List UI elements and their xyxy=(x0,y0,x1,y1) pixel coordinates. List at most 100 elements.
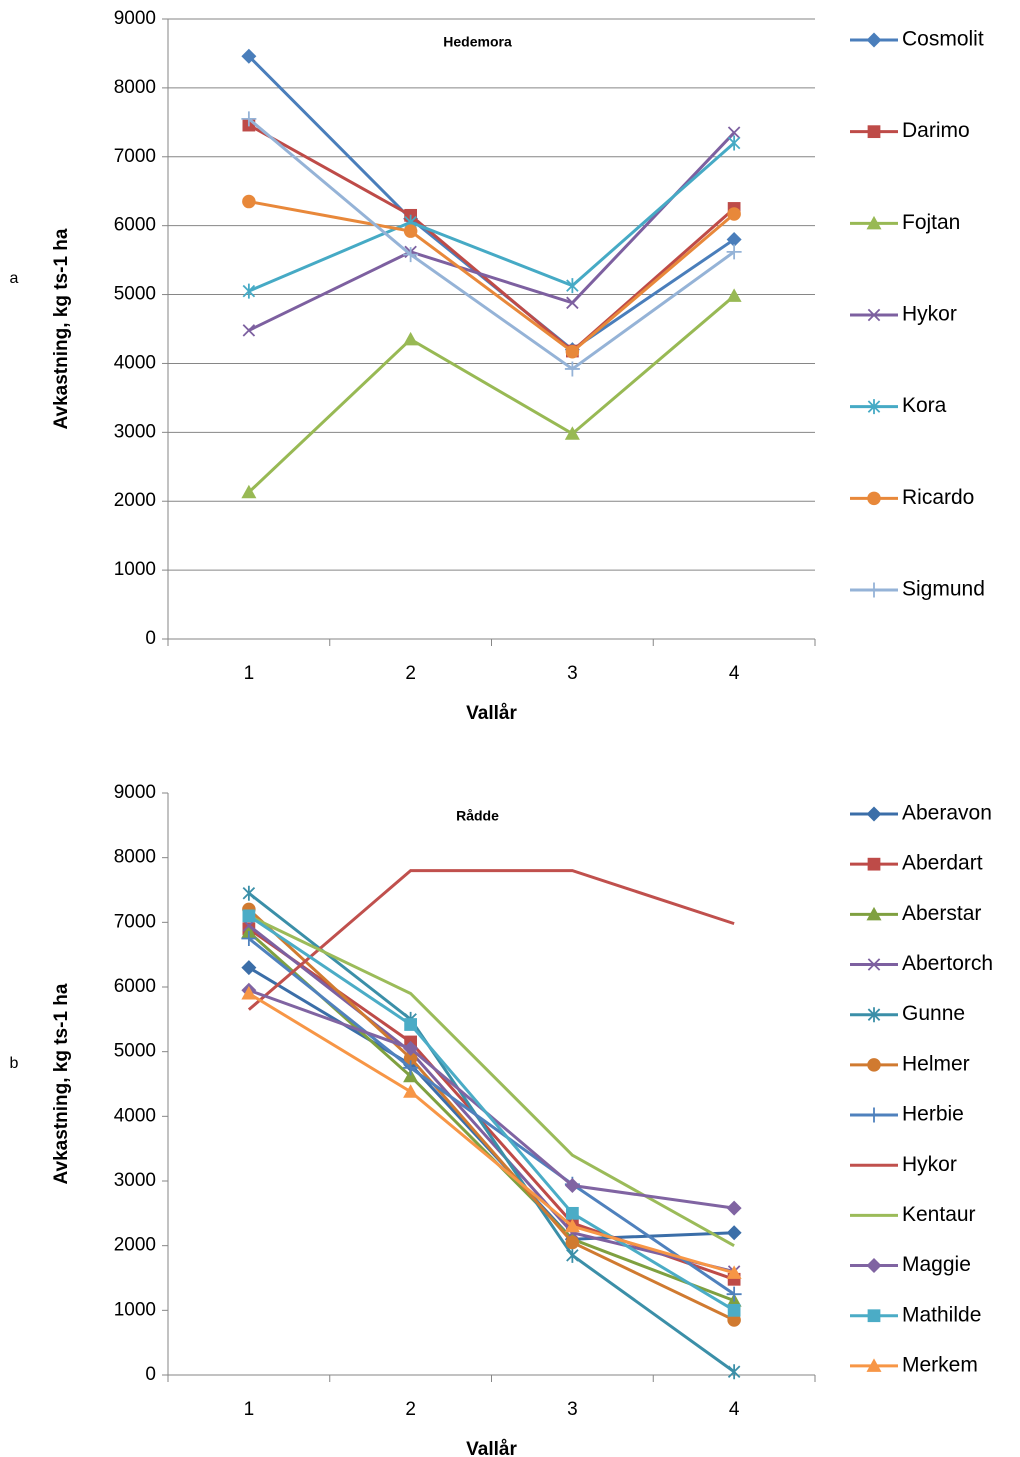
marker xyxy=(241,931,257,946)
y-tick-label: 5000 xyxy=(114,284,156,305)
y-tick-label: 3000 xyxy=(114,1170,156,1191)
series-line xyxy=(248,141,736,293)
marker xyxy=(564,1218,580,1233)
legend-label: Mathilde xyxy=(902,1303,981,1326)
marker xyxy=(866,906,882,921)
legend-label: Aberstar xyxy=(902,902,981,925)
legend-label: Darimo xyxy=(902,119,970,142)
legend-label: Cosmolit xyxy=(902,28,984,51)
marker xyxy=(866,215,882,230)
x-axis-title: Vallår xyxy=(466,703,517,724)
marker xyxy=(564,426,580,440)
marker xyxy=(726,1286,742,1302)
y-tick-label: 4000 xyxy=(114,1105,156,1126)
series-line xyxy=(247,294,736,494)
y-tick-label: 8000 xyxy=(114,847,156,868)
legend-label: Aberdart xyxy=(902,852,983,875)
series-line xyxy=(247,924,735,1273)
y-tick-label: 7000 xyxy=(114,911,156,932)
y-tick-label: 0 xyxy=(145,1364,156,1385)
marker xyxy=(866,32,882,48)
marker xyxy=(867,1007,881,1023)
marker xyxy=(867,958,881,971)
marker xyxy=(727,1303,741,1317)
x-axis-title: Vallår xyxy=(466,1439,517,1457)
marker xyxy=(866,1258,882,1274)
series-line xyxy=(247,869,735,1011)
x-tick-label: 4 xyxy=(729,663,740,684)
marker xyxy=(241,111,257,127)
marker xyxy=(867,399,881,415)
marker xyxy=(403,247,419,263)
marker xyxy=(242,194,256,209)
marker xyxy=(564,1178,580,1194)
marker xyxy=(867,857,881,871)
marker xyxy=(242,324,256,337)
x-tick-label: 2 xyxy=(405,663,416,684)
panel-label: a xyxy=(10,270,19,287)
legend-label: Maggie xyxy=(902,1253,971,1276)
marker xyxy=(242,909,256,923)
panel-label: b xyxy=(10,1055,19,1072)
plot-title: Rådde xyxy=(456,808,499,824)
marker xyxy=(726,288,742,302)
y-tick-label: 1000 xyxy=(114,1299,156,1320)
x-tick-label: 4 xyxy=(729,1399,740,1420)
marker xyxy=(241,985,257,1000)
x-tick-label: 1 xyxy=(244,663,255,684)
marker xyxy=(241,484,257,499)
marker xyxy=(241,960,257,976)
y-tick-label: 2000 xyxy=(114,490,156,511)
marker xyxy=(867,1058,881,1072)
x-tick-label: 2 xyxy=(405,1399,416,1420)
marker xyxy=(867,308,881,322)
marker xyxy=(404,1018,417,1031)
marker xyxy=(403,1068,419,1083)
series-line xyxy=(247,117,736,371)
y-tick-label: 0 xyxy=(145,628,156,649)
series-line xyxy=(247,908,735,1322)
series-line xyxy=(248,200,736,354)
marker xyxy=(867,1309,881,1323)
marker xyxy=(726,244,742,260)
y-tick-label: 8000 xyxy=(114,77,156,98)
legend-label: Helmer xyxy=(902,1052,970,1075)
y-tick-label: 4000 xyxy=(114,352,156,373)
marker xyxy=(727,135,741,151)
legend-label: Ricardo xyxy=(902,486,974,509)
series-line xyxy=(248,914,735,1247)
x-tick-label: 1 xyxy=(244,1399,255,1420)
y-tick-label: 6000 xyxy=(114,976,156,997)
series-line xyxy=(248,914,735,1312)
marker xyxy=(566,1206,579,1220)
legend-label: Sigmund xyxy=(902,578,985,601)
y-tick-label: 1000 xyxy=(114,559,156,580)
marker xyxy=(726,1200,742,1216)
marker xyxy=(242,283,256,299)
y-tick-label: 2000 xyxy=(114,1235,156,1256)
marker xyxy=(403,224,418,238)
y-tick-label: 6000 xyxy=(114,215,156,236)
marker xyxy=(566,296,579,310)
marker xyxy=(565,344,580,359)
series-line xyxy=(248,123,736,354)
marker xyxy=(727,207,741,221)
marker xyxy=(727,1364,741,1380)
y-tick-label: 3000 xyxy=(114,421,156,442)
marker xyxy=(403,1040,419,1056)
marker xyxy=(566,1247,579,1263)
marker xyxy=(866,582,882,598)
marker xyxy=(403,331,419,346)
legend-label: Kentaur xyxy=(902,1203,976,1226)
legend-label: Hykor xyxy=(902,303,957,326)
x-tick-label: 3 xyxy=(567,1399,578,1420)
legend-label: Kora xyxy=(902,394,947,417)
legend-label: Aberavon xyxy=(902,802,992,825)
marker xyxy=(866,806,882,822)
marker xyxy=(727,126,741,139)
marker xyxy=(866,1358,882,1372)
series-line xyxy=(248,992,735,1275)
marker xyxy=(241,48,257,64)
marker xyxy=(726,1265,742,1279)
